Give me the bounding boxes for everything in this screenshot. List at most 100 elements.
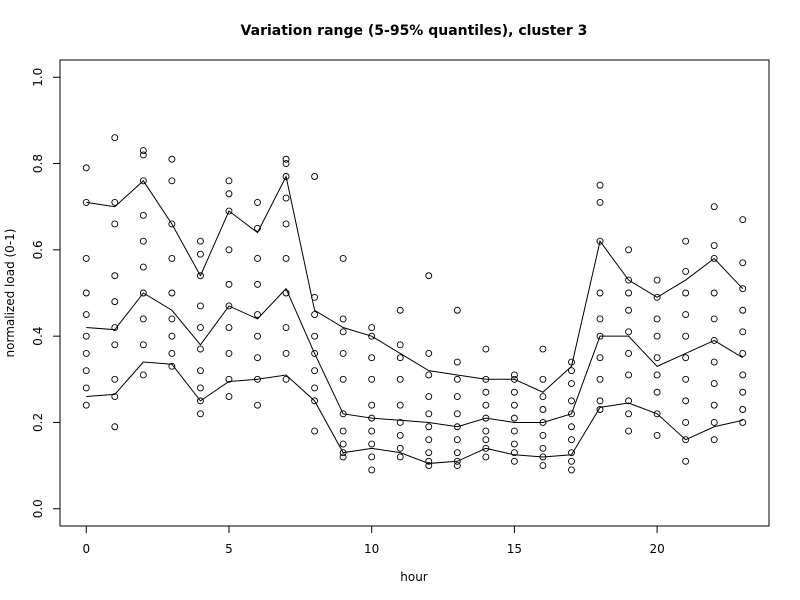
- point: [653, 354, 661, 362]
- point: [510, 388, 518, 396]
- point: [168, 315, 176, 323]
- point: [625, 397, 633, 405]
- point: [596, 406, 604, 413]
- point: [739, 285, 747, 293]
- point: [625, 276, 633, 284]
- point: [453, 358, 461, 366]
- point: [311, 397, 319, 405]
- point: [139, 315, 147, 323]
- point: [453, 375, 461, 383]
- point: [82, 289, 90, 297]
- point: [196, 272, 204, 280]
- point: [739, 371, 747, 379]
- point: [425, 436, 433, 444]
- point: [453, 410, 461, 418]
- point: [282, 220, 290, 228]
- x-tick-label: 0: [82, 542, 90, 556]
- point: [368, 440, 376, 448]
- point: [625, 289, 633, 297]
- point: [596, 237, 604, 245]
- point: [139, 151, 147, 159]
- point: [225, 302, 233, 310]
- point: [254, 401, 261, 409]
- point: [254, 354, 261, 362]
- point: [168, 255, 176, 262]
- point: [625, 410, 633, 418]
- point: [196, 384, 204, 392]
- point: [596, 289, 604, 297]
- point: [368, 401, 376, 409]
- point: [111, 198, 119, 206]
- point: [568, 380, 575, 388]
- point: [111, 423, 119, 431]
- point: [311, 427, 319, 435]
- point: [710, 358, 718, 366]
- point: [396, 431, 404, 439]
- point: [225, 375, 233, 383]
- x-tick-label: 10: [364, 542, 379, 556]
- point: [539, 393, 547, 401]
- point: [368, 466, 376, 474]
- point: [139, 341, 147, 349]
- point: [710, 315, 718, 323]
- point: [339, 328, 347, 336]
- point: [111, 375, 119, 383]
- point: [425, 272, 433, 280]
- point: [282, 173, 290, 180]
- point: [225, 280, 233, 288]
- point: [111, 272, 119, 280]
- point: [396, 306, 404, 314]
- point: [510, 401, 518, 409]
- point: [510, 371, 518, 379]
- y-tick-label: 0.8: [31, 154, 45, 173]
- point: [539, 375, 547, 383]
- point: [111, 298, 119, 306]
- point: [739, 328, 747, 336]
- point: [425, 423, 433, 431]
- point: [425, 349, 433, 357]
- point: [311, 349, 319, 357]
- quantile-line: [86, 287, 743, 428]
- point: [568, 436, 575, 444]
- point: [453, 449, 461, 457]
- point: [739, 349, 747, 357]
- point: [368, 324, 376, 331]
- point: [196, 250, 204, 258]
- y-axis-label: normalized load (0-1): [3, 229, 17, 358]
- point: [482, 401, 490, 409]
- point: [425, 371, 433, 379]
- point: [339, 255, 347, 262]
- point: [653, 332, 661, 340]
- point: [254, 255, 261, 262]
- point: [510, 449, 518, 457]
- point: [425, 462, 433, 470]
- point: [625, 427, 633, 435]
- point: [682, 436, 690, 444]
- point: [225, 190, 233, 198]
- point: [82, 332, 90, 340]
- y-tick-label: 0.4: [31, 327, 45, 346]
- point: [682, 267, 690, 275]
- point: [510, 440, 518, 448]
- point: [168, 332, 176, 340]
- point: [510, 427, 518, 435]
- point: [482, 436, 490, 444]
- point: [396, 444, 404, 452]
- point: [225, 324, 233, 331]
- x-tick-label: 5: [225, 542, 233, 556]
- y-tick-label: 0.6: [31, 240, 45, 259]
- point: [139, 371, 147, 379]
- point: [396, 453, 404, 461]
- point: [82, 164, 90, 172]
- point: [739, 306, 747, 314]
- point: [111, 341, 119, 349]
- point: [710, 401, 718, 409]
- point: [739, 406, 747, 413]
- point: [453, 436, 461, 444]
- point: [539, 462, 547, 470]
- point: [739, 216, 747, 224]
- point: [568, 449, 575, 457]
- plot-box: [59, 59, 770, 527]
- point: [539, 444, 547, 452]
